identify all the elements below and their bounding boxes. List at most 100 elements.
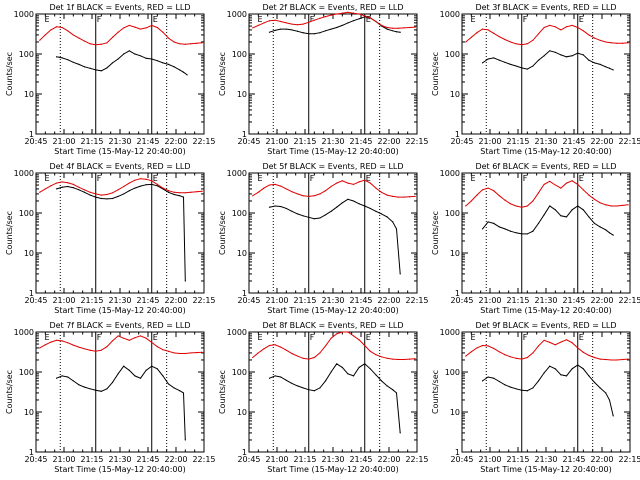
lld-point [134, 26, 136, 28]
lld-point [83, 40, 86, 42]
lld-point [369, 17, 371, 19]
events-point [608, 232, 611, 234]
y-tick-label: 1 [242, 130, 247, 139]
events-point [123, 365, 125, 367]
lld-point [319, 17, 321, 19]
x-tick-label: 20:45 [24, 455, 47, 464]
marker-letter: E [366, 333, 371, 342]
events-point [308, 33, 310, 35]
lld-point [319, 352, 321, 354]
events-point [565, 216, 568, 218]
x-axis-label: Start Time (15-May-12 20:40:00) [54, 465, 185, 474]
events-point [330, 28, 332, 30]
events-point [515, 232, 517, 234]
lld-point [403, 358, 405, 361]
events-point [593, 62, 596, 64]
lld-point [184, 192, 186, 194]
events-point [280, 28, 282, 30]
lld-point [78, 186, 80, 188]
events-point [319, 217, 321, 219]
events-point [593, 381, 596, 383]
events-point [364, 363, 366, 365]
lld-point [493, 190, 495, 192]
lld-point [526, 43, 528, 45]
events-point [341, 202, 343, 204]
lld-point [78, 37, 80, 39]
events-point [89, 67, 91, 69]
lld-point [380, 191, 383, 193]
lld-point [599, 39, 601, 41]
lld-point [481, 344, 484, 347]
lld-point [145, 27, 147, 29]
x-tick-label: 21:15 [80, 296, 103, 305]
events-point [89, 194, 91, 196]
lld-point [184, 352, 186, 355]
y-tick-label: 1000 [227, 328, 247, 337]
lld-point [364, 179, 366, 181]
marker-letter: E [366, 15, 371, 24]
lld-point [616, 205, 618, 207]
events-point [274, 375, 276, 377]
lld-point [588, 194, 590, 196]
x-tick-label: 20:45 [450, 296, 473, 305]
lld-point [117, 31, 119, 33]
events-point [319, 387, 321, 389]
events-series-line [482, 50, 614, 71]
y-tick-label: 1 [29, 130, 34, 139]
lld-point [302, 357, 304, 359]
events-point [67, 185, 69, 188]
lld-point [565, 339, 568, 341]
x-tick-label: 22:15 [405, 296, 428, 305]
events-point [543, 372, 545, 374]
events-point [78, 384, 80, 386]
events-point [341, 366, 343, 369]
x-tick-label: 21:30 [108, 296, 131, 305]
events-point [395, 228, 398, 230]
lld-point [509, 203, 512, 205]
events-point [386, 28, 388, 30]
events-point [117, 58, 119, 60]
lld-point [397, 358, 399, 361]
x-tick-label: 22:00 [164, 137, 187, 146]
events-point [268, 31, 271, 33]
lld-point [173, 41, 175, 43]
events-point [291, 29, 293, 31]
events-point [577, 205, 579, 207]
y-tick-label: 1000 [14, 328, 34, 337]
lld-point [465, 355, 467, 357]
lld-point [543, 339, 545, 341]
events-point [184, 280, 186, 282]
lld-point [274, 183, 276, 185]
marker-letter: E [153, 174, 158, 183]
chart-panel-8: Det 8f BLACK = Events, RED = LLD 1 10 100 10… [218, 321, 429, 474]
plot-frame [35, 331, 205, 453]
events-point [537, 59, 540, 61]
events-point [399, 31, 401, 33]
lld-point [95, 193, 97, 195]
lld-point [106, 346, 108, 348]
events-point [487, 221, 489, 223]
chart-panel-9: Det 9f BLACK = Events, RED = LLD 1 10 100 10… [431, 321, 640, 474]
lld-point [352, 335, 355, 337]
lld-point [268, 184, 271, 186]
y-tick-label: 100 [445, 368, 460, 377]
lld-point [330, 185, 332, 188]
lld-point [162, 349, 164, 351]
chart-panel-3: Det 3f BLACK = Events, RED = LLD 1 10 100 10… [431, 3, 640, 156]
y-tick-label: 100 [232, 209, 247, 218]
events-point [61, 57, 63, 59]
events-point [95, 389, 97, 391]
lld-point [111, 36, 114, 39]
chart-title: Det 5f BLACK = Events, RED = LLD [262, 162, 403, 171]
x-tick-label: 22:15 [405, 137, 428, 146]
lld-point [44, 344, 46, 346]
events-point [560, 374, 562, 376]
lld-point [582, 30, 584, 32]
y-tick-label: 10 [237, 408, 247, 417]
x-tick-label: 21:00 [265, 455, 288, 464]
lld-point [627, 204, 629, 206]
lld-point [100, 349, 102, 351]
lld-point [55, 339, 58, 341]
events-point [554, 209, 556, 211]
events-point [72, 61, 74, 63]
